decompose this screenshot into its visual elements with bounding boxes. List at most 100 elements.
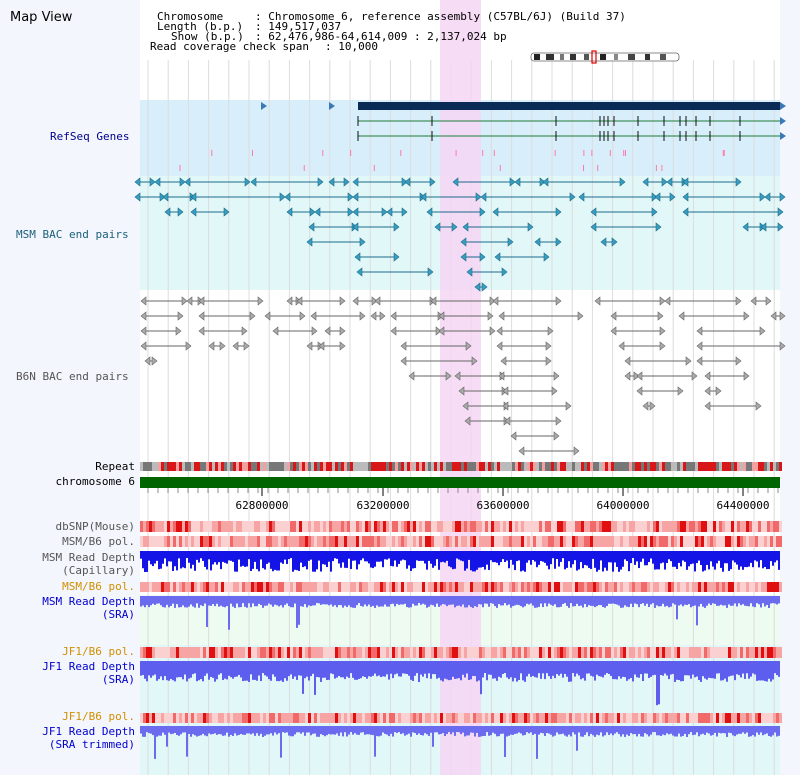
track-label-msm-bac[interactable]: MSM BAC end pairs (16, 228, 129, 241)
repeat-segment (308, 462, 311, 471)
track-label-b6n-bac[interactable]: B6N BAC end pairs (16, 370, 129, 383)
msm-depth-capillary-bar (330, 551, 332, 572)
bac-end-right (359, 311, 366, 321)
track-label-jf1-b6-pol-1[interactable]: JF1/B6 pol. (62, 645, 135, 658)
msm-depth-sra-bar (400, 596, 402, 605)
msm-b6-pol-density (350, 536, 353, 547)
jf1-depth-sra-bar (156, 661, 158, 681)
jf1-b6-pol-density (176, 647, 179, 658)
jf1-b6-pol-trimmed-density (758, 713, 761, 723)
jf1-depth-sra-bar (748, 661, 750, 679)
msm-b6-pol-sra-density (620, 582, 623, 592)
dbsnp-density (341, 521, 344, 532)
jf1-b6-pol-density (620, 647, 623, 658)
msm-b6-pol-sra-density (596, 582, 599, 592)
track-label-repeat[interactable]: Repeat (95, 460, 135, 473)
jf1-b6-pol-density (521, 647, 524, 658)
msm-depth-capillary-bar (150, 551, 152, 565)
dbsnp-density (542, 521, 545, 532)
jf1-depth-sra-bar (360, 661, 362, 679)
bac-end-left (162, 192, 169, 202)
msm-b6-pol-density (245, 536, 248, 547)
jf1-depth-sra-bar (170, 661, 172, 679)
jf1-b6-pol-density (329, 647, 332, 658)
msm-b6-pol-sra-density (611, 582, 614, 592)
jf1-b6-pol-trimmed-density (587, 713, 590, 723)
jf1-depth-trimmed-bar (710, 726, 712, 736)
track-label-msm-b6-pol-2[interactable]: MSM/B6 pol. (62, 580, 135, 593)
repeat-segment (455, 462, 458, 471)
track-label-jf1-b6-pol-2[interactable]: JF1/B6 pol. (62, 710, 135, 723)
ideogram-position-marker (591, 50, 597, 64)
jf1-depth-trimmed-bar (516, 726, 518, 734)
jf1-depth-sra-bar (474, 661, 476, 677)
repeat-segment (509, 462, 512, 471)
track-label-msm-depth-capillary[interactable]: MSM Read Depth (42, 551, 135, 564)
track-label-chromosome[interactable]: chromosome 6 (55, 475, 135, 488)
bac-end-right (659, 341, 666, 351)
jf1-b6-pol-density (272, 647, 275, 658)
jf1-depth-trimmed-bar (562, 726, 564, 734)
dbsnp-density (224, 521, 227, 532)
bac-end-left (624, 371, 631, 381)
bac-end-right (651, 192, 658, 202)
repeat-segment (275, 462, 278, 471)
dbsnp-density (263, 521, 266, 532)
track-label-jf1-depth-sra[interactable]: JF1 Read Depth (42, 660, 135, 673)
track-label-msm-b6-pol-1[interactable]: MSM/B6 pol. (62, 535, 135, 548)
dbsnp-density (749, 521, 752, 532)
jf1-depth-trimmed-bar (266, 726, 268, 735)
jf1-b6-pol-trimmed-density (494, 713, 497, 723)
msm-depth-capillary-bar (216, 551, 218, 565)
msm-depth-sra-bar (720, 596, 722, 605)
msm-depth-capillary-bar (464, 551, 466, 571)
jf1-b6-pol-density (404, 647, 407, 658)
msm-depth-capillary-bar (568, 551, 570, 562)
track-label-refseq[interactable]: RefSeq Genes (50, 130, 130, 143)
msm-b6-pol-sra-density (776, 582, 779, 592)
jf1-depth-sra-bar (168, 661, 170, 681)
dbsnp-density (752, 521, 755, 532)
msm-b6-pol-sra-density (557, 582, 560, 592)
msm-depth-sra-bar (350, 596, 352, 608)
jf1-b6-pol-trimmed-density (419, 713, 422, 723)
jf1-depth-sra-bar (314, 661, 316, 695)
msm-b6-pol-density (749, 536, 752, 547)
jf1-b6-pol-density (599, 647, 602, 658)
msm-depth-sra-bar (250, 596, 252, 608)
dbsnp-density (179, 521, 182, 532)
jf1-b6-pol-trimmed-density (722, 713, 725, 723)
jf1-depth-trimmed-bar (760, 726, 762, 733)
msm-b6-pol-sra-density (632, 582, 635, 592)
msm-b6-pol-density (230, 536, 233, 547)
dbsnp-density (413, 521, 416, 532)
msm-depth-capillary-bar (500, 551, 502, 563)
jf1-b6-pol-trimmed-density (239, 713, 242, 723)
jf1-b6-pol-trimmed-density (533, 713, 536, 723)
jf1-depth-sra-bar (328, 661, 330, 680)
msm-depth-sra-bar (168, 596, 170, 608)
msm-b6-pol-density (761, 536, 764, 547)
msm-depth-sra-bar (338, 596, 340, 606)
jf1-depth-sra-bar (526, 661, 528, 677)
bac-end-right (429, 177, 436, 187)
track-label-msm-depth-sra[interactable]: MSM Read Depth (42, 595, 135, 608)
track-label-dbsnp[interactable]: dbSNP(Mouse) (55, 520, 135, 533)
jf1-depth-sra-bar (450, 661, 452, 680)
jf1-depth-trimmed-bar (284, 726, 286, 733)
track-label-jf1-depth-trimmed[interactable]: JF1 Read Depth (42, 725, 135, 738)
jf1-depth-sra-bar (604, 661, 606, 675)
msm-depth-sra-bar (702, 596, 704, 607)
msm-depth-capillary-bar (436, 551, 438, 560)
dbsnp-density (506, 521, 509, 532)
jf1-b6-pol-trimmed-density (182, 713, 185, 723)
jf1-depth-sra-bar (376, 661, 378, 677)
msm-depth-sra-bar (430, 596, 432, 605)
msm-depth-capillary-bar (648, 551, 650, 563)
jf1-depth-trimmed-bar (492, 726, 494, 733)
jf1-depth-sra-bar (660, 661, 662, 675)
jf1-b6-pol-density (161, 647, 164, 658)
jf1-depth-trimmed-bar (228, 726, 230, 737)
msm-b6-pol-sra-density (545, 582, 548, 592)
